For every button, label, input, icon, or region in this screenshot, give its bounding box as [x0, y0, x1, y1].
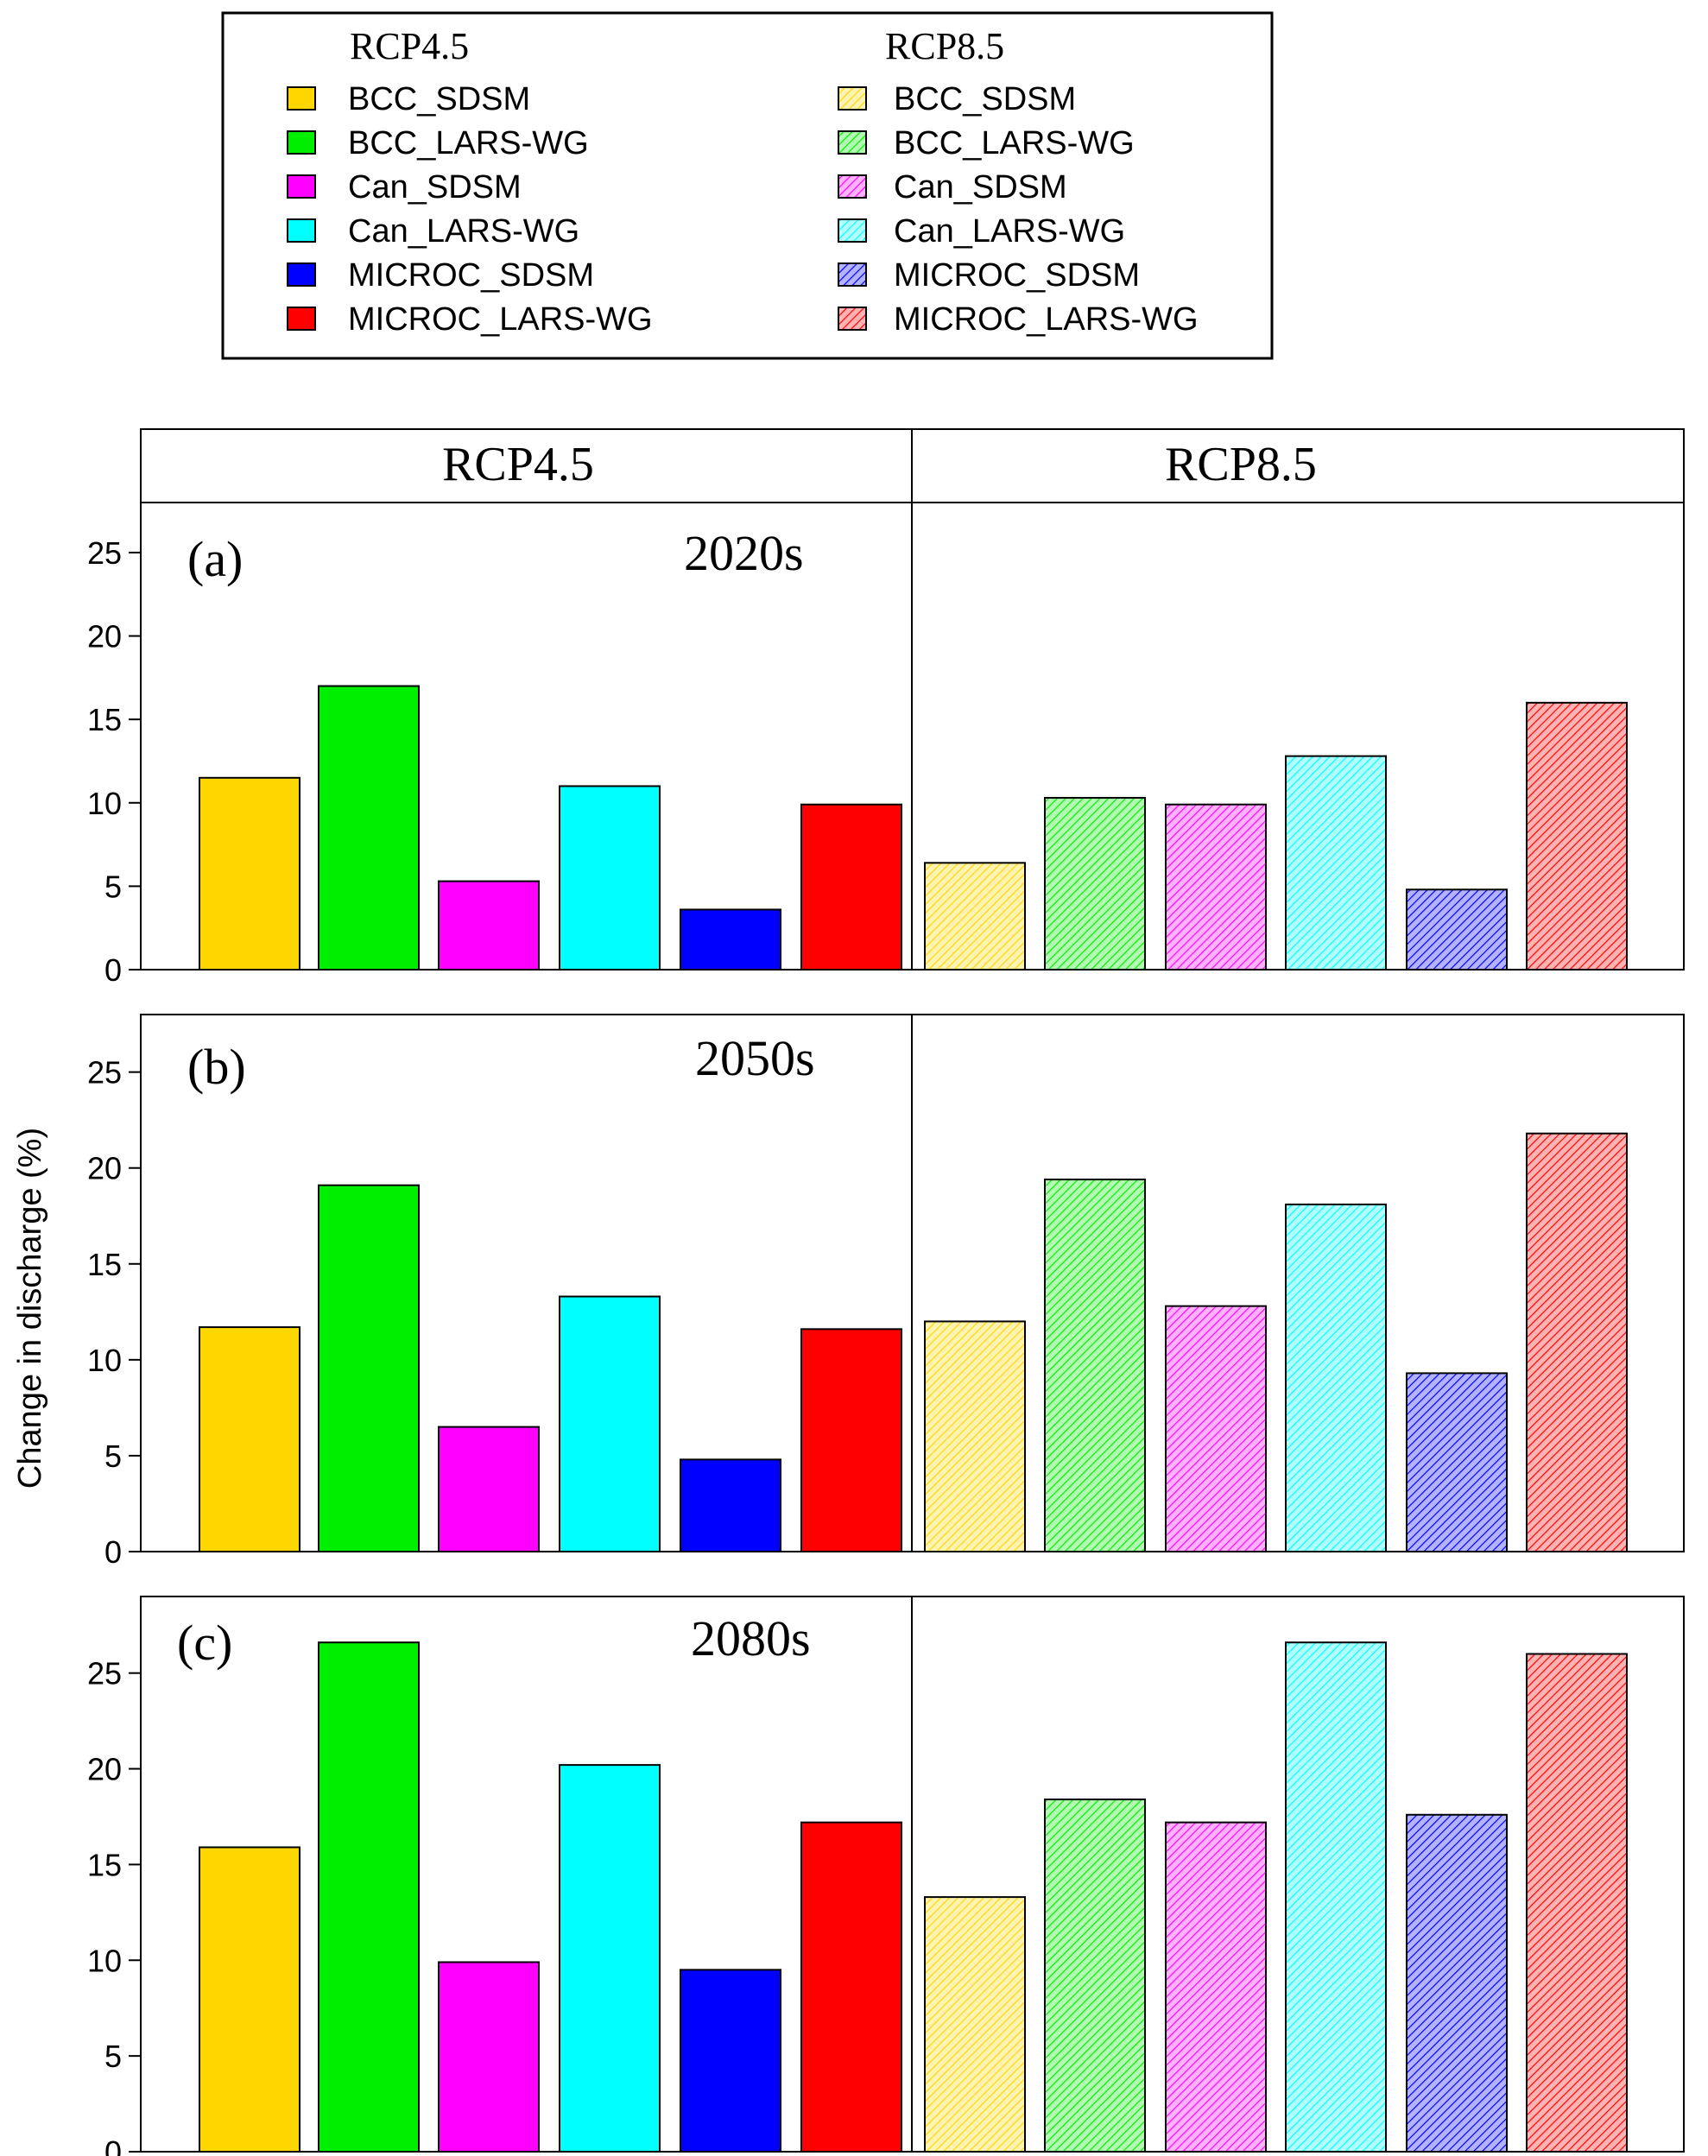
panel-period: 2020s: [684, 525, 804, 581]
bar-rcp45-can-lars-wg-2050s: [559, 1295, 661, 1553]
legend-swatch-rcp45-bcc-sdsm: [287, 86, 316, 111]
y-tick-label: 20: [87, 1752, 122, 1787]
bar-rcp85-bcc-lars-wg-2080s: [1044, 1799, 1146, 2153]
bar-rcp85-can-lars-wg-2020s: [1285, 755, 1387, 971]
y-tick-label: 20: [87, 619, 122, 654]
bar-rcp45-microc-sdsm-2080s: [680, 1969, 781, 2153]
y-tick-label: 20: [87, 1151, 122, 1186]
bar-rcp85-microc-sdsm-2050s: [1406, 1372, 1508, 1552]
y-axis-title: Change in discharge (%): [12, 1128, 48, 1489]
y-tick-label: 0: [104, 952, 122, 988]
panel-label: (a): [187, 531, 243, 587]
bar-rcp45-bcc-sdsm-2080s: [199, 1846, 300, 2153]
legend-label-rcp85-can-sdsm: Can_SDSM: [894, 169, 1067, 205]
legend-swatch-rcp45-can-sdsm: [287, 174, 316, 199]
panel-period: 2080s: [691, 1610, 811, 1666]
y-tick-label: 15: [87, 702, 122, 737]
panel-label: (b): [187, 1039, 246, 1095]
bar-rcp45-microc-lars-wg-2080s: [800, 1821, 902, 2153]
y-tick-label: 25: [87, 1656, 122, 1691]
y-tick-label: 5: [104, 1438, 122, 1474]
legend-label-rcp85-can-lars-wg: Can_LARS-WG: [894, 213, 1125, 250]
legend-label-rcp45-microc-sdsm: MICROC_SDSM: [348, 257, 594, 294]
bar-rcp45-can-lars-wg-2080s: [559, 1764, 661, 2153]
bar-rcp45-microc-sdsm-2020s: [680, 908, 781, 971]
legend-swatch-rcp85-can-lars-wg: [838, 218, 867, 243]
bar-rcp45-bcc-sdsm-2020s: [199, 776, 300, 971]
y-tick-label: 10: [87, 786, 122, 821]
panels: 0 5 10 15 20 25 (a) 2020s 0 5 10 15 20 25 (b) 2050s 0 5 10…: [87, 502, 1685, 2156]
strip-label-rcp45: RCP4.5: [442, 438, 594, 491]
bar-rcp85-bcc-sdsm-2050s: [924, 1320, 1026, 1553]
bar-rcp85-bcc-sdsm-2080s: [924, 1896, 1026, 2153]
bar-rcp85-can-sdsm-2050s: [1165, 1305, 1267, 1552]
bar-rcp85-microc-sdsm-2020s: [1406, 888, 1508, 971]
bar-rcp45-bcc-lars-wg-2050s: [318, 1184, 420, 1552]
bar-rcp85-bcc-lars-wg-2050s: [1044, 1179, 1146, 1552]
legend-col1-title: RCP4.5: [350, 25, 469, 67]
bar-rcp45-bcc-sdsm-2050s: [199, 1326, 300, 1553]
y-tick-label: 15: [87, 1247, 122, 1282]
panel-period: 2050s: [695, 1030, 815, 1086]
legend-label-rcp45-bcc-lars-wg: BCC_LARS-WG: [348, 125, 589, 161]
y-tick-label: 0: [104, 2134, 122, 2156]
legend-swatch-rcp85-bcc-lars-wg: [838, 130, 867, 155]
bar-rcp85-can-sdsm-2020s: [1165, 803, 1267, 971]
legend-swatch-rcp45-microc-lars-wg: [287, 307, 316, 331]
panel-2080s: 0 5 10 15 20 25 (c) 2080s: [87, 1596, 1685, 2156]
strip-header: RCP4.5 RCP8.5: [140, 428, 1685, 503]
legend-label-rcp85-bcc-sdsm: BCC_SDSM: [894, 81, 1076, 117]
bar-rcp45-microc-lars-wg-2050s: [800, 1328, 902, 1553]
y-tick-label: 5: [104, 869, 122, 904]
bar-rcp45-can-sdsm-2050s: [438, 1426, 540, 1553]
bar-rcp45-can-lars-wg-2020s: [559, 785, 661, 971]
y-tick-label: 10: [87, 1343, 122, 1378]
bar-rcp85-microc-lars-wg-2020s: [1526, 701, 1628, 971]
y-tick-label: 5: [104, 2039, 122, 2074]
bar-rcp85-microc-lars-wg-2050s: [1526, 1132, 1628, 1552]
bar-rcp45-can-sdsm-2020s: [438, 880, 540, 971]
legend-label-rcp85-microc-lars-wg: MICROC_LARS-WG: [894, 301, 1199, 338]
legend-label-rcp85-microc-sdsm: MICROC_SDSM: [894, 257, 1140, 294]
legend-swatch-rcp85-bcc-sdsm: [838, 86, 867, 111]
legend-label-rcp45-can-sdsm: Can_SDSM: [348, 169, 522, 205]
y-tick-label: 10: [87, 1943, 122, 1978]
bar-rcp85-can-lars-wg-2050s: [1285, 1203, 1387, 1552]
bar-rcp85-microc-sdsm-2080s: [1406, 1813, 1508, 2153]
bar-rcp45-bcc-lars-wg-2020s: [318, 685, 420, 971]
y-tick-label: 0: [104, 1534, 122, 1570]
bar-rcp45-can-sdsm-2080s: [438, 1961, 540, 2153]
legend-swatch-rcp85-can-sdsm: [838, 174, 867, 199]
legend-col2-title: RCP8.5: [885, 25, 1004, 67]
panel-2020s: 0 5 10 15 20 25 (a) 2020s: [87, 502, 1685, 988]
strip-label-rcp85: RCP8.5: [1165, 438, 1317, 491]
legend-label-rcp45-microc-lars-wg: MICROC_LARS-WG: [348, 301, 653, 338]
legend-swatch-rcp45-can-lars-wg: [287, 218, 316, 243]
y-tick-label: 25: [87, 535, 122, 571]
legend-swatch-rcp45-bcc-lars-wg: [287, 130, 316, 155]
legend-swatch-rcp45-microc-sdsm: [287, 262, 316, 287]
bar-rcp85-microc-lars-wg-2080s: [1526, 1653, 1628, 2153]
bar-rcp45-bcc-lars-wg-2080s: [318, 1641, 420, 2153]
panel-2050s: 0 5 10 15 20 25 (b) 2050s: [87, 1014, 1685, 1570]
legend-frame: [221, 11, 1274, 360]
y-tick-label: 15: [87, 1847, 122, 1882]
legend: RCP4.5 RCP8.5 BCC_SDSM BCC_LARS-WG Can_SDS…: [221, 11, 1274, 360]
legend-swatch-rcp85-microc-sdsm: [838, 262, 867, 287]
bar-rcp85-bcc-lars-wg-2020s: [1044, 796, 1146, 971]
legend-swatch-rcp85-microc-lars-wg: [838, 307, 867, 331]
bar-rcp85-bcc-sdsm-2020s: [924, 862, 1026, 971]
legend-label-rcp45-bcc-sdsm: BCC_SDSM: [348, 81, 530, 117]
legend-items: BCC_SDSM BCC_LARS-WG Can_SDSM Can_LARS-WG MI…: [287, 81, 1199, 338]
bar-rcp85-can-sdsm-2080s: [1165, 1821, 1267, 2153]
y-tick-label: 25: [87, 1055, 122, 1091]
bar-rcp85-can-lars-wg-2080s: [1285, 1641, 1387, 2153]
bar-rcp45-microc-lars-wg-2020s: [800, 803, 902, 971]
panel-label: (c): [177, 1615, 232, 1671]
legend-label-rcp45-can-lars-wg: Can_LARS-WG: [348, 213, 579, 250]
bar-rcp45-microc-sdsm-2050s: [680, 1458, 781, 1553]
legend-label-rcp85-bcc-lars-wg: BCC_LARS-WG: [894, 125, 1135, 161]
